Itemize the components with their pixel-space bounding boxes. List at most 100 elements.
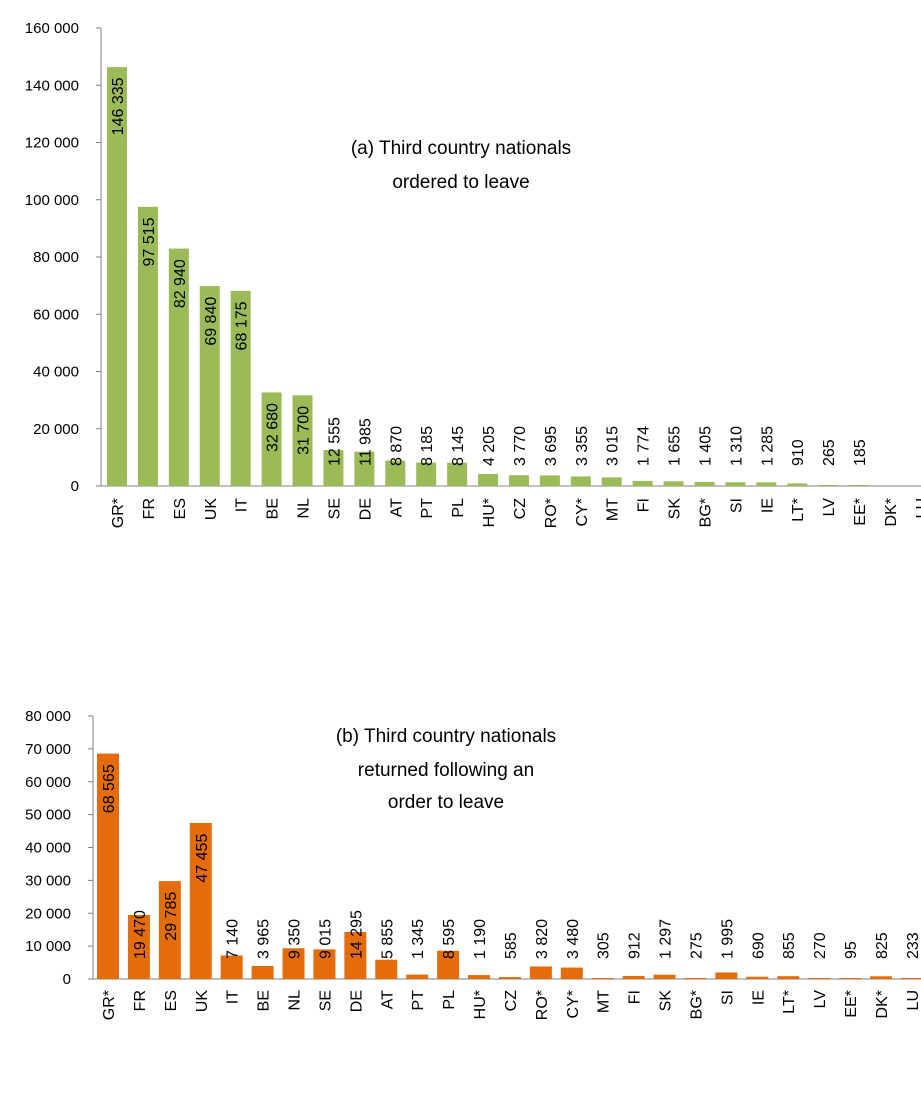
chart-b-title-line: (b) Third country nationals	[336, 726, 556, 747]
chart-a-bar-uk	[199, 286, 220, 486]
chart-b-data-label-at: 5 855	[379, 919, 396, 959]
chart-a-bar-gr	[107, 67, 127, 487]
chart-b-category-label-mt: MT	[596, 990, 613, 1013]
chart-b-category-label-si: SI	[719, 990, 736, 1005]
chart-a-data-label-uk: 69 840	[203, 297, 220, 346]
chart-b-bar-lt	[777, 976, 800, 979]
chart-a-category-label-fi: FI	[636, 498, 653, 512]
chart-a-category-label-lt: LT*	[790, 498, 807, 522]
chart-a-data-label-bg: 1 405	[697, 426, 714, 466]
chart-a-bar-sk	[663, 481, 684, 486]
chart-b-y-tick-label: 30 000	[25, 872, 71, 889]
chart-b-bar-si	[715, 972, 738, 979]
chart-a-bar-it	[230, 290, 251, 486]
chart-a-y-tick-label: 60 000	[33, 306, 79, 323]
chart-b-category-label-ro: RO*	[534, 990, 551, 1020]
chart-b-category-label-dk: DK*	[874, 990, 891, 1018]
chart-b-category-label-fi: FI	[627, 990, 644, 1004]
chart-b-y-tick-label: 60 000	[25, 774, 71, 791]
chart-a-data-label-ie: 1 285	[759, 426, 776, 466]
chart-b-bar-it	[220, 955, 243, 979]
chart-b-bar-gr	[97, 753, 119, 979]
chart-b-bar-ro	[529, 966, 552, 979]
chart-b-data-label-pt: 1 345	[410, 919, 427, 959]
chart-a-data-label-mt: 3 015	[605, 426, 622, 466]
chart-a-bar-be	[261, 392, 282, 486]
chart-b-y-tick-label: 10 000	[25, 938, 71, 955]
chart-b-bar-es	[158, 881, 181, 979]
chart-b-data-label-ro: 3 820	[534, 919, 551, 959]
chart-a-bar-mt	[601, 477, 622, 486]
chart-a-bar-lv	[818, 485, 839, 486]
chart-b-bar-pl	[437, 950, 460, 979]
chart-b-bar-cz	[498, 977, 521, 979]
chart-a-data-label-it: 68 175	[234, 301, 251, 350]
chart-b-data-label-ee: 95	[843, 941, 860, 959]
chart-b-category-label-pl: PL	[441, 990, 458, 1010]
chart-a-data-label-ee: 185	[852, 439, 869, 466]
chart-a-y-tick-label: 20 000	[33, 421, 79, 438]
chart-b-bar-bg	[684, 978, 707, 979]
chart-a-data-label-si: 1 310	[728, 426, 745, 466]
chart-a-bar-cz	[508, 475, 529, 486]
chart-a-data-label-lt: 910	[790, 439, 807, 466]
chart-a-third-country-nationals-ordered-to-leave: 0 20 000 40 000 60 000 80 000 100 000 120 000 1…	[25, 20, 921, 528]
chart-a-category-label-es: ES	[172, 498, 189, 519]
chart-b-category-label-lu: LU	[905, 990, 921, 1010]
chart-a-category-label-si: SI	[728, 498, 745, 513]
chart-b-bar-lu	[900, 978, 921, 979]
chart-a-y-tick-label: 120 000	[25, 135, 79, 152]
chart-a-y-tick-label: 100 000	[25, 192, 79, 209]
chart-b-category-label-uk: UK	[194, 990, 211, 1013]
chart-b-data-label-cz: 585	[503, 932, 520, 959]
chart-b-category-label-fr: FR	[132, 990, 149, 1011]
chart-b-bar-lv	[808, 978, 831, 979]
chart-b-category-label-hu: HU*	[472, 990, 489, 1019]
chart-b-data-label-bg: 275	[688, 932, 705, 959]
chart-b-bar-fr	[127, 914, 150, 979]
chart-a-category-label-ie: IE	[759, 498, 776, 513]
chart-a-category-label-be: BE	[265, 498, 282, 519]
chart-b-y-tick-label: 70 000	[25, 741, 71, 758]
chart-a-category-label-cz: CZ	[512, 498, 529, 520]
chart-b-bar-ee	[839, 978, 862, 979]
chart-a-category-label-se: SE	[326, 498, 343, 519]
chart-b-category-label-se: SE	[317, 990, 334, 1011]
chart-b-bar-uk	[189, 822, 212, 979]
chart-a-data-label-pt: 8 185	[419, 426, 436, 466]
chart-b-data-label-cy: 3 480	[565, 919, 582, 959]
chart-b-bar-se	[313, 949, 336, 979]
chart-b-bar-mt	[591, 977, 614, 979]
chart-b-category-label-lv: LV	[812, 990, 829, 1009]
chart-b-bar-cy	[560, 967, 583, 979]
chart-b-category-label-ie: IE	[750, 990, 767, 1005]
chart-b-data-label-es: 29 785	[163, 892, 180, 941]
chart-b-data-label-it: 7 140	[225, 919, 242, 959]
chart-a-category-label-uk: UK	[203, 498, 220, 521]
chart-b-category-label-be: BE	[256, 990, 273, 1011]
chart-b-data-label-lt: 855	[781, 932, 798, 959]
chart-b-bar-at	[375, 959, 398, 979]
chart-b-data-label-dk: 825	[874, 932, 891, 959]
chart-a-y-tick-label: 140 000	[25, 77, 79, 94]
chart-b-category-label-lt: LT*	[781, 990, 798, 1014]
chart-a-category-label-it: IT	[234, 498, 251, 512]
chart-b-y-tick-label: 20 000	[25, 905, 71, 922]
chart-b-category-label-es: ES	[163, 990, 180, 1011]
chart-b-y-tick-label: 0	[63, 971, 71, 988]
chart-b-category-label-bg: BG*	[688, 990, 705, 1019]
chart-b-y-tick-label: 80 000	[25, 708, 71, 725]
chart-b-category-label-at: AT	[379, 990, 396, 1009]
chart-b-title-line: order to leave	[388, 792, 504, 813]
chart-a-data-label-gr: 146 335	[110, 77, 127, 135]
chart-a-data-label-at: 8 870	[388, 426, 405, 466]
chart-b-bar-be	[251, 965, 274, 979]
chart-b-bar-sk	[653, 974, 676, 979]
chart-a-y-tick-label: 0	[71, 478, 79, 495]
chart-a-data-label-cz: 3 770	[512, 426, 529, 466]
chart-a-category-label-de: DE	[357, 498, 374, 520]
chart-b-category-label-cz: CZ	[503, 990, 520, 1012]
chart-b-bar-nl	[282, 948, 305, 979]
chart-a-y-tick-label: 40 000	[33, 364, 79, 381]
